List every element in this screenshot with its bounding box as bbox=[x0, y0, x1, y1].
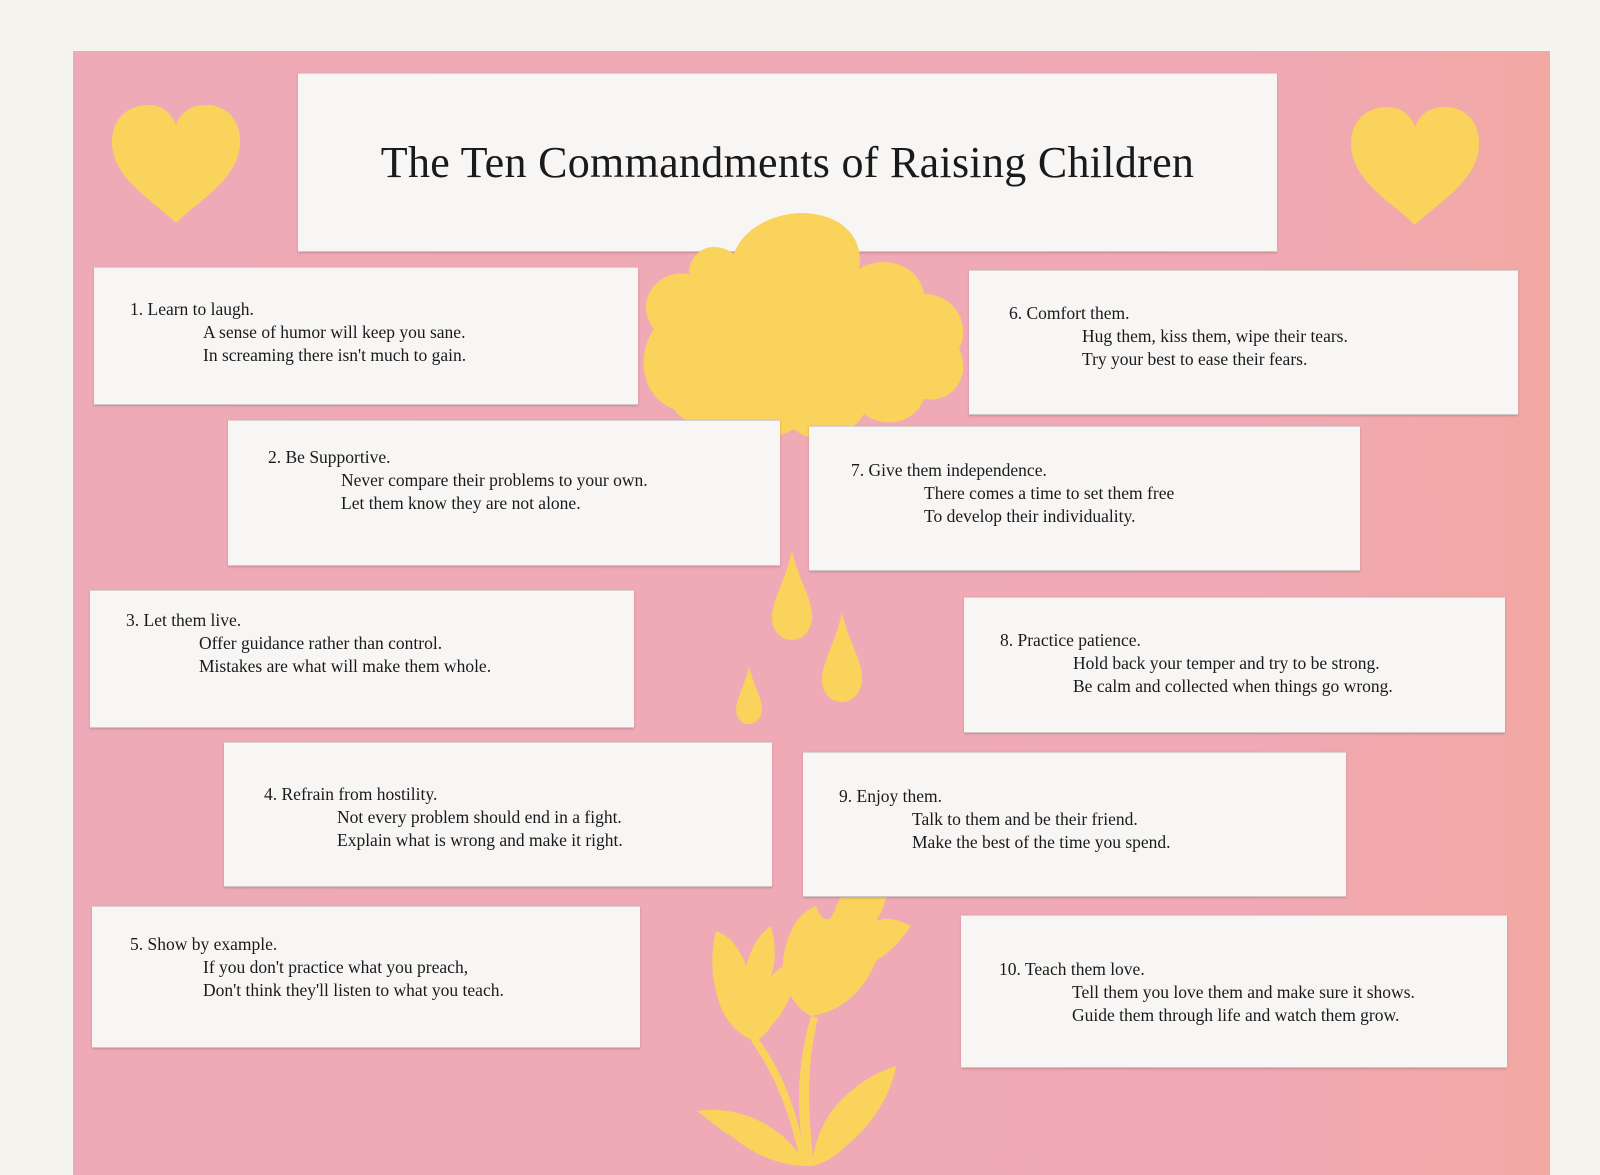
commandment-heading: 5. Show by example. bbox=[130, 933, 640, 956]
commandment-title: Learn to laugh. bbox=[147, 299, 254, 319]
commandment-line: Tell them you love them and make sure it… bbox=[1072, 982, 1415, 1002]
commandment-line: Let them know they are not alone. bbox=[341, 493, 581, 513]
commandment-line: A sense of humor will keep you sane. bbox=[203, 322, 466, 342]
commandment-line: Try your best to ease their fears. bbox=[1082, 349, 1308, 369]
poster-title: The Ten Commandments of Raising Children bbox=[380, 138, 1195, 187]
commandment-title: Practice patience. bbox=[1017, 630, 1141, 650]
commandment-line: Don't think they'll listen to what you t… bbox=[203, 980, 504, 1000]
commandment-4: 4. Refrain from hostility. Not every pro… bbox=[224, 742, 772, 887]
commandment-6: 6. Comfort them. Hug them, kiss them, wi… bbox=[969, 270, 1518, 415]
commandment-line: Never compare their problems to your own… bbox=[341, 470, 648, 490]
raindrop-icon bbox=[822, 612, 863, 702]
commandment-number: 4. bbox=[264, 784, 278, 804]
commandment-line: If you don't practice what you preach, bbox=[203, 957, 469, 977]
raindrop-icon bbox=[736, 666, 762, 724]
heart-icon bbox=[1351, 107, 1479, 225]
commandment-8: 8. Practice patience. Hold back your tem… bbox=[964, 597, 1505, 733]
commandment-line: In screaming there isn't much to gain. bbox=[203, 345, 467, 365]
commandment-heading: 4. Refrain from hostility. bbox=[264, 783, 772, 806]
commandment-title: Comfort them. bbox=[1026, 303, 1130, 323]
commandment-number: 8. bbox=[1000, 630, 1014, 650]
commandment-line: Be calm and collected when things go wro… bbox=[1073, 676, 1393, 696]
commandment-line: Explain what is wrong and make it right. bbox=[337, 830, 623, 850]
raindrop-icon bbox=[772, 550, 813, 640]
commandment-heading: 6. Comfort them. bbox=[1009, 302, 1518, 325]
commandment-3: 3. Let them live. Offer guidance rather … bbox=[90, 590, 634, 728]
commandment-title: Be Supportive. bbox=[285, 447, 391, 467]
commandment-10: 10. Teach them love. Tell them you love … bbox=[961, 915, 1507, 1068]
commandment-line: Hug them, kiss them, wipe their tears. bbox=[1082, 326, 1348, 346]
cloud-icon bbox=[643, 213, 964, 439]
commandment-number: 1. bbox=[130, 299, 144, 319]
commandment-heading: 2. Be Supportive. bbox=[268, 446, 780, 469]
commandment-heading: 8. Practice patience. bbox=[1000, 629, 1505, 652]
commandment-number: 9. bbox=[839, 786, 853, 806]
commandment-title: Refrain from hostility. bbox=[281, 784, 438, 804]
commandment-heading: 3. Let them live. bbox=[126, 609, 634, 632]
commandment-number: 7. bbox=[851, 460, 865, 480]
commandment-7: 7. Give them independence. There comes a… bbox=[809, 426, 1360, 571]
heart-icon bbox=[112, 105, 240, 223]
commandment-line: Offer guidance rather than control. bbox=[199, 633, 443, 653]
commandment-title: Teach them love. bbox=[1024, 959, 1145, 979]
commandment-line: Make the best of the time you spend. bbox=[912, 832, 1171, 852]
commandment-line: Mistakes are what will make them whole. bbox=[199, 656, 492, 676]
flower-plant-icon bbox=[696, 866, 911, 1166]
commandment-heading: 1. Learn to laugh. bbox=[130, 298, 638, 321]
commandment-2: 2. Be Supportive. Never compare their pr… bbox=[228, 420, 780, 566]
commandment-heading: 9. Enjoy them. bbox=[839, 785, 1346, 808]
commandment-number: 2. bbox=[268, 447, 282, 467]
commandment-heading: 10. Teach them love. bbox=[999, 958, 1507, 981]
commandment-number: 3. bbox=[126, 610, 140, 630]
commandment-title: Enjoy them. bbox=[856, 786, 943, 806]
commandment-number: 5. bbox=[130, 934, 144, 954]
commandment-5: 5. Show by example. If you don't practic… bbox=[92, 906, 640, 1048]
commandment-number: 6. bbox=[1009, 303, 1023, 323]
commandment-line: There comes a time to set them free bbox=[924, 483, 1175, 503]
commandment-line: Hold back your temper and try to be stro… bbox=[1073, 653, 1380, 673]
commandment-line: Talk to them and be their friend. bbox=[912, 809, 1138, 829]
commandment-9: 9. Enjoy them. Talk to them and be their… bbox=[803, 752, 1346, 897]
commandment-number: 10. bbox=[999, 959, 1021, 979]
commandment-line: Guide them through life and watch them g… bbox=[1072, 1005, 1400, 1025]
commandment-line: To develop their individuality. bbox=[924, 506, 1136, 526]
commandment-line: Not every problem should end in a fight. bbox=[337, 807, 622, 827]
commandment-heading: 7. Give them independence. bbox=[851, 459, 1360, 482]
commandment-1: 1. Learn to laugh. A sense of humor will… bbox=[94, 267, 638, 405]
commandment-title: Let them live. bbox=[143, 610, 242, 630]
commandment-title: Give them independence. bbox=[868, 460, 1047, 480]
commandment-title: Show by example. bbox=[147, 934, 278, 954]
